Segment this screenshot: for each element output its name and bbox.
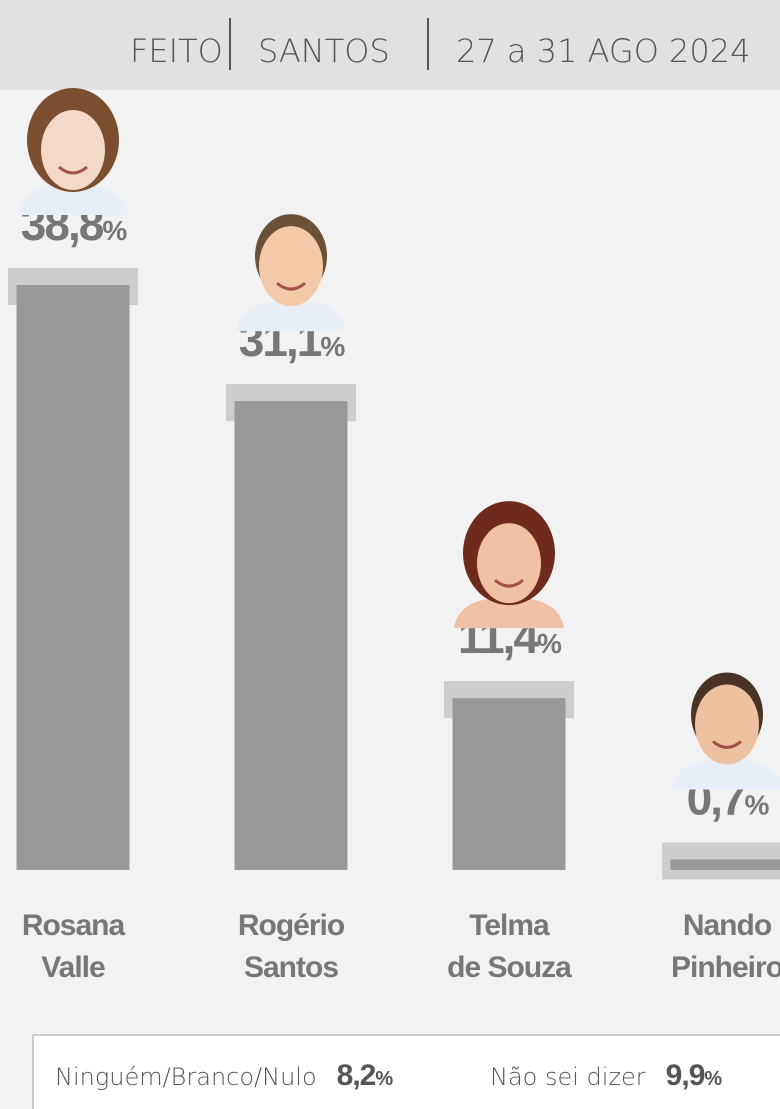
value-unit: % <box>102 215 127 246</box>
extra-value: 8,2% <box>337 1059 394 1092</box>
label-line: Santos <box>244 951 338 984</box>
value-unit: % <box>745 789 770 820</box>
footer-box <box>32 1034 780 1109</box>
bar <box>234 401 348 870</box>
value-number: 8,2 <box>337 1059 376 1092</box>
header-band <box>0 0 780 90</box>
label-line: Rosana <box>22 909 126 942</box>
x-tick-label: Telma de Souza <box>447 909 572 984</box>
bar <box>670 859 780 870</box>
bar <box>16 285 130 870</box>
label-line: Nando <box>683 909 772 942</box>
value-number: 9,9 <box>666 1059 705 1092</box>
portrait-shoulders <box>672 759 780 790</box>
portrait-face <box>41 110 105 190</box>
portrait-smile <box>58 165 88 175</box>
header-text: SANTOS <box>258 32 390 70</box>
portrait-face <box>695 684 759 765</box>
value-unit: % <box>537 628 562 659</box>
label-line: Pinheiro <box>671 951 780 984</box>
portrait-smile <box>276 281 306 291</box>
portrait-smile <box>712 740 742 749</box>
portrait-smile <box>494 578 524 588</box>
label-line: Telma <box>469 909 550 942</box>
portrait-shoulders <box>18 184 128 215</box>
portrait-shoulders <box>236 300 346 332</box>
header-text: FEITO <box>130 32 223 70</box>
portrait-face <box>477 523 541 604</box>
value-unit: % <box>320 331 345 362</box>
label-line: de Souza <box>447 951 572 984</box>
portrait-face <box>259 226 323 307</box>
value-unit: % <box>375 1068 393 1090</box>
label-line: Valle <box>41 951 105 984</box>
x-tick-label: Rogério Santos <box>238 909 345 984</box>
extra-value: 9,9% <box>666 1059 723 1092</box>
x-tick-label: Nando Pinheiro <box>671 909 780 984</box>
extra-name: Ninguém/Branco/Nulo <box>55 1063 317 1091</box>
portrait-shoulders <box>454 598 564 629</box>
value-unit: % <box>704 1068 722 1090</box>
header-text: 27 a 31 AGO 2024 <box>456 32 750 70</box>
bar <box>452 698 566 870</box>
x-tick-label: Rosana Valle <box>22 909 126 984</box>
extra-name: Não sei dizer <box>490 1063 646 1091</box>
label-line: Rogério <box>238 909 345 942</box>
